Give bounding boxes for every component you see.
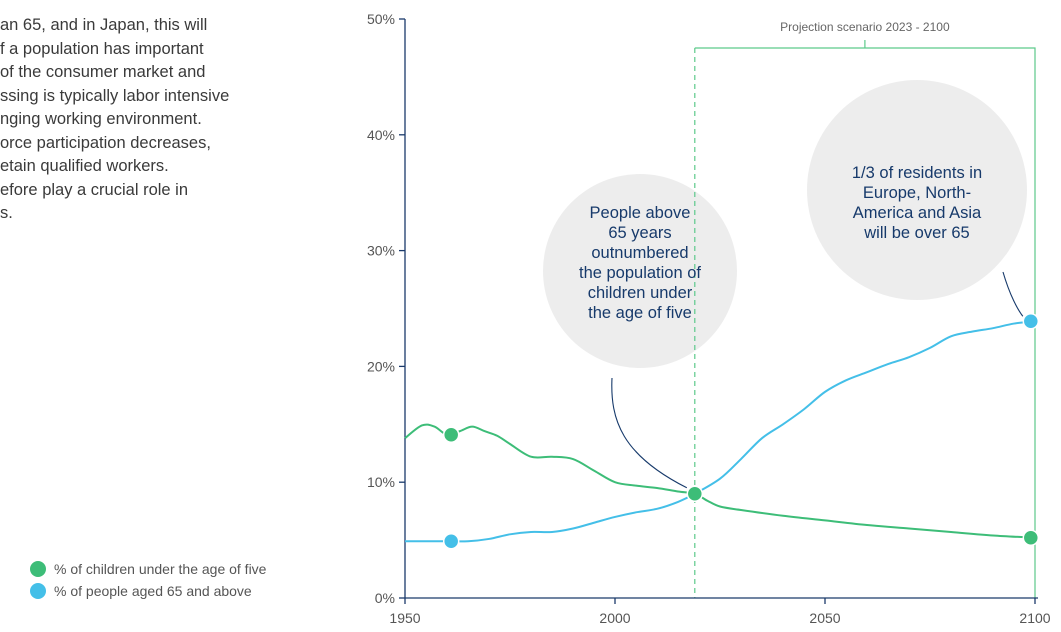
annotation-leader-1 <box>611 377 688 489</box>
y-tick-label: 50% <box>367 11 395 27</box>
annotation-line: the age of five <box>588 304 692 322</box>
annotation-line: 65 years <box>608 224 671 242</box>
annotation-line: children under <box>588 284 693 302</box>
marker-children-3 <box>1022 529 1040 547</box>
annotation-line: the population of <box>579 264 701 282</box>
chart-legend: % of children under the age of five % of… <box>30 558 266 602</box>
annotation-line: America and Asia <box>853 204 982 222</box>
annotation-leader-2 <box>1002 271 1024 317</box>
series-line-elderly <box>404 320 1036 543</box>
body-text-line: ssing is typically labor intensive <box>0 86 230 105</box>
y-tick-label: 0% <box>375 590 395 606</box>
marker-children-1 <box>442 426 460 443</box>
body-text-line: an 65, and in Japan, this will <box>0 16 208 34</box>
legend-item-elderly: % of people aged 65 and above <box>30 580 266 602</box>
y-tick-label: 40% <box>367 127 395 143</box>
legend-dot-elderly <box>30 583 46 599</box>
x-tick-label: 2050 <box>809 610 840 626</box>
body-text: an 65, and in Japan, this will f a popul… <box>0 14 330 226</box>
y-tick-label: 30% <box>367 243 395 259</box>
marker-elderly-5 <box>1022 312 1040 330</box>
body-text-line: s. <box>0 204 13 222</box>
legend-label-elderly: % of people aged 65 and above <box>54 583 252 599</box>
annotation-line: outnumbered <box>591 244 688 262</box>
y-tick-label: 20% <box>367 358 395 374</box>
x-tick-label: 2100 <box>1019 610 1050 626</box>
annotation-line: Europe, North- <box>863 184 971 202</box>
x-tick-label: 2000 <box>599 610 630 626</box>
body-text-line: etain qualified workers. <box>0 157 169 175</box>
body-text-line: efore play a crucial role in <box>0 180 189 199</box>
legend-item-children: % of children under the age of five <box>30 558 266 580</box>
body-text-line: nging working environment. <box>0 110 202 128</box>
annotation-bubble-2 <box>807 80 1027 300</box>
projection-label: Projection scenario 2023 - 2100 <box>780 20 950 34</box>
marker-elderly-4 <box>442 533 460 550</box>
annotation-bubble-1 <box>543 174 737 368</box>
series-line-children <box>404 423 1036 539</box>
body-text-line: of the consumer market and <box>0 63 206 81</box>
legend-dot-children <box>30 561 46 577</box>
annotation-text-1: People above 65 years outnumbered the popul… <box>579 204 701 322</box>
legend-label-children: % of children under the age of five <box>54 561 267 577</box>
body-text-line: f a population has important <box>0 39 204 58</box>
annotation-line: will be over 65 <box>863 224 969 242</box>
x-tick-label: 1950 <box>389 610 420 626</box>
annotation-line: 1/3 of residents in <box>852 164 982 182</box>
projection-bracket <box>694 47 1036 598</box>
annotation-line: People above <box>590 204 691 222</box>
y-tick-label: 10% <box>367 474 395 490</box>
marker-children-2 <box>686 485 704 503</box>
annotation-text-2: 1/3 of residents in Europe, North- America… <box>852 164 982 242</box>
body-text-line: orce participation decreases, <box>0 133 211 152</box>
